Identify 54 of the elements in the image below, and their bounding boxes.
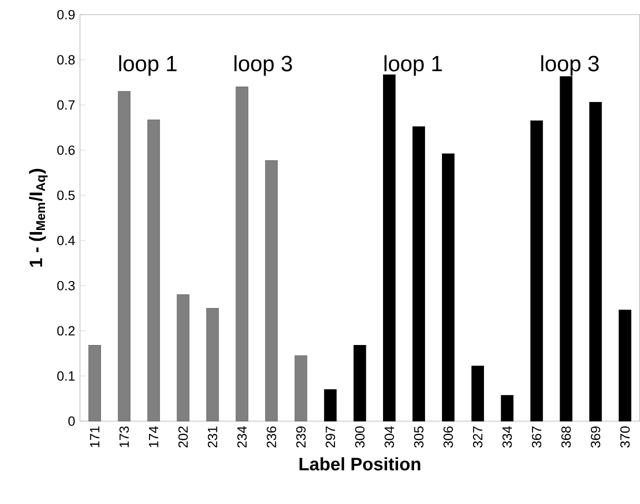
- bar: [147, 120, 160, 422]
- x-tick-label: 306: [444, 426, 453, 448]
- bar: [294, 356, 308, 422]
- bar: [324, 389, 337, 422]
- bar: [530, 120, 543, 422]
- annotation: loop 3: [541, 55, 599, 76]
- x-tick-label: 171: [90, 426, 100, 448]
- bar: [500, 395, 514, 422]
- y-tick-label: 0.7: [57, 100, 75, 110]
- bar: [88, 345, 101, 422]
- x-tick-label: 297: [326, 426, 336, 448]
- y-tick-label: 0.2: [57, 326, 75, 336]
- y-tick-label: 0.5: [57, 190, 75, 200]
- x-tick-label: 305: [414, 426, 424, 448]
- x-axis-title: Label Position: [300, 457, 420, 471]
- x-tick-label: 202: [178, 426, 188, 448]
- x-tick-label: 368: [561, 426, 571, 448]
- annotation: loop 3: [234, 55, 292, 76]
- annotation: loop 1: [384, 55, 442, 76]
- x-tick-label: 369: [590, 426, 600, 448]
- bar: [383, 74, 396, 422]
- bar: [589, 102, 602, 422]
- y-tick-label: 0.6: [57, 146, 75, 155]
- x-tick-label: 173: [119, 426, 129, 448]
- y-tick-label: 0.1: [57, 371, 75, 381]
- x-tick-label: 334: [502, 426, 512, 448]
- text: 1 - (I$_{Mem}$/I$_{Aq}$): [29, 169, 48, 267]
- y-tick-label: 0.4: [57, 236, 75, 246]
- bar: [618, 310, 632, 422]
- bar: [560, 76, 572, 422]
- x-tick-label: 236: [266, 426, 276, 448]
- y-tick-label: 0.3: [57, 281, 75, 290]
- x-tick-label: 370: [620, 426, 630, 448]
- x-tick-label: 327: [472, 426, 482, 448]
- bar: [442, 154, 454, 422]
- x-tick-label: 367: [532, 426, 542, 448]
- y-tick-label: 0: [68, 416, 75, 426]
- y-tick-label: 0.8: [57, 55, 75, 65]
- bar: [176, 294, 190, 422]
- bar: [118, 91, 130, 422]
- bar: [206, 308, 219, 422]
- x-tick-label: 304: [384, 426, 394, 448]
- bar: [354, 345, 366, 422]
- x-tick-label: 300: [355, 426, 365, 448]
- y-tick-label: 0.9: [57, 10, 75, 20]
- x-tick-label: 234: [237, 426, 247, 448]
- bar: [471, 366, 484, 422]
- x-tick-label: 231: [208, 426, 218, 448]
- bar: [412, 126, 426, 422]
- x-tick-label: 239: [296, 426, 306, 448]
- bar: [236, 86, 248, 422]
- annotation: loop 1: [119, 55, 177, 76]
- bar: [265, 160, 278, 422]
- x-tick-label: 174: [149, 426, 158, 448]
